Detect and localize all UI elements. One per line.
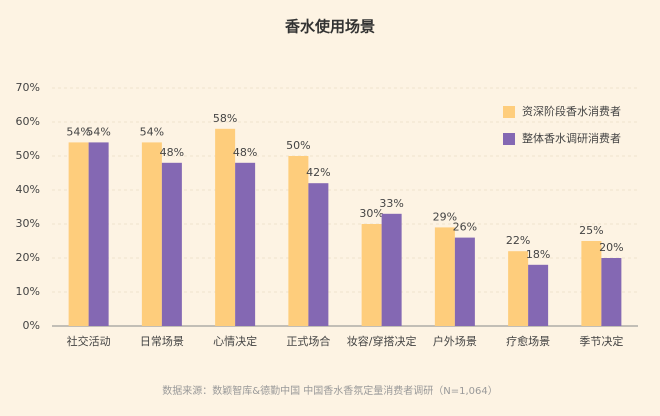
value-label: 48% [160,146,184,159]
x-tick-label: 日常场景 [140,334,184,348]
bar [68,142,89,326]
value-label: 18% [526,248,550,261]
bar [235,162,256,326]
y-tick-label: 10% [16,285,40,298]
x-tick-label: 正式场合 [286,334,330,348]
value-label: 54% [86,125,110,138]
value-label: 54% [66,125,90,138]
bar [161,162,182,326]
y-tick-label: 40% [16,183,40,196]
legend-swatch [503,133,515,145]
value-label: 29% [433,210,457,223]
legend-label: 整体香水调研消费者 [522,131,621,145]
source-note: 数据来源：数颖智库&德勤中国 中国香水香氛定量消费者调研（N=1,064） [162,384,497,397]
bar [508,251,529,326]
legend-label: 资深阶段香水消费者 [522,104,621,118]
bar [141,142,162,326]
value-label: 42% [306,166,330,179]
value-label: 26% [453,221,477,234]
x-tick-label: 疗愈场景 [506,334,550,348]
y-tick-label: 70% [16,81,40,94]
bar [454,237,475,326]
x-tick-label: 户外场景 [433,334,477,348]
y-tick-label: 20% [16,251,40,264]
bar [528,264,549,326]
value-label: 30% [359,207,383,220]
bar [308,183,329,326]
bar [288,156,309,326]
y-tick-label: 0% [23,319,40,332]
value-label: 33% [379,197,403,210]
y-tick-label: 50% [16,149,40,162]
value-label: 20% [599,241,623,254]
bar [215,128,236,326]
bar [361,224,382,326]
x-tick-label: 社交活动 [67,334,111,348]
x-tick-label: 妆容/穿搭决定 [347,334,417,348]
y-tick-label: 60% [16,115,40,128]
value-label: 54% [140,125,164,138]
value-label: 50% [286,139,310,152]
legend-swatch [503,106,515,118]
value-label: 48% [233,146,257,159]
x-tick-label: 季节决定 [579,334,623,348]
y-tick-label: 30% [16,217,40,230]
value-label: 58% [213,112,237,125]
bar [601,258,622,326]
bar [88,142,109,326]
value-label: 22% [506,234,530,247]
chart-title: 香水使用场景 [285,18,375,36]
x-tick-label: 心情决定 [213,334,257,348]
bar [581,241,602,326]
bar [434,227,455,326]
bar [381,213,402,326]
value-label: 25% [579,224,603,237]
